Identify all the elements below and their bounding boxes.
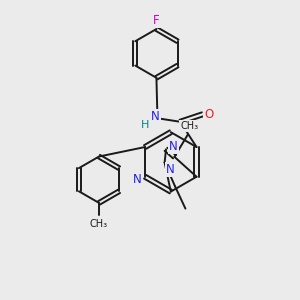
Text: CH₃: CH₃	[180, 121, 198, 131]
Text: N: N	[166, 163, 174, 176]
Text: F: F	[153, 14, 160, 27]
Text: H: H	[141, 120, 150, 130]
Text: CH₃: CH₃	[90, 219, 108, 229]
Text: N: N	[133, 172, 142, 186]
Text: O: O	[204, 108, 214, 121]
Text: N: N	[169, 140, 178, 153]
Text: N: N	[151, 110, 160, 123]
